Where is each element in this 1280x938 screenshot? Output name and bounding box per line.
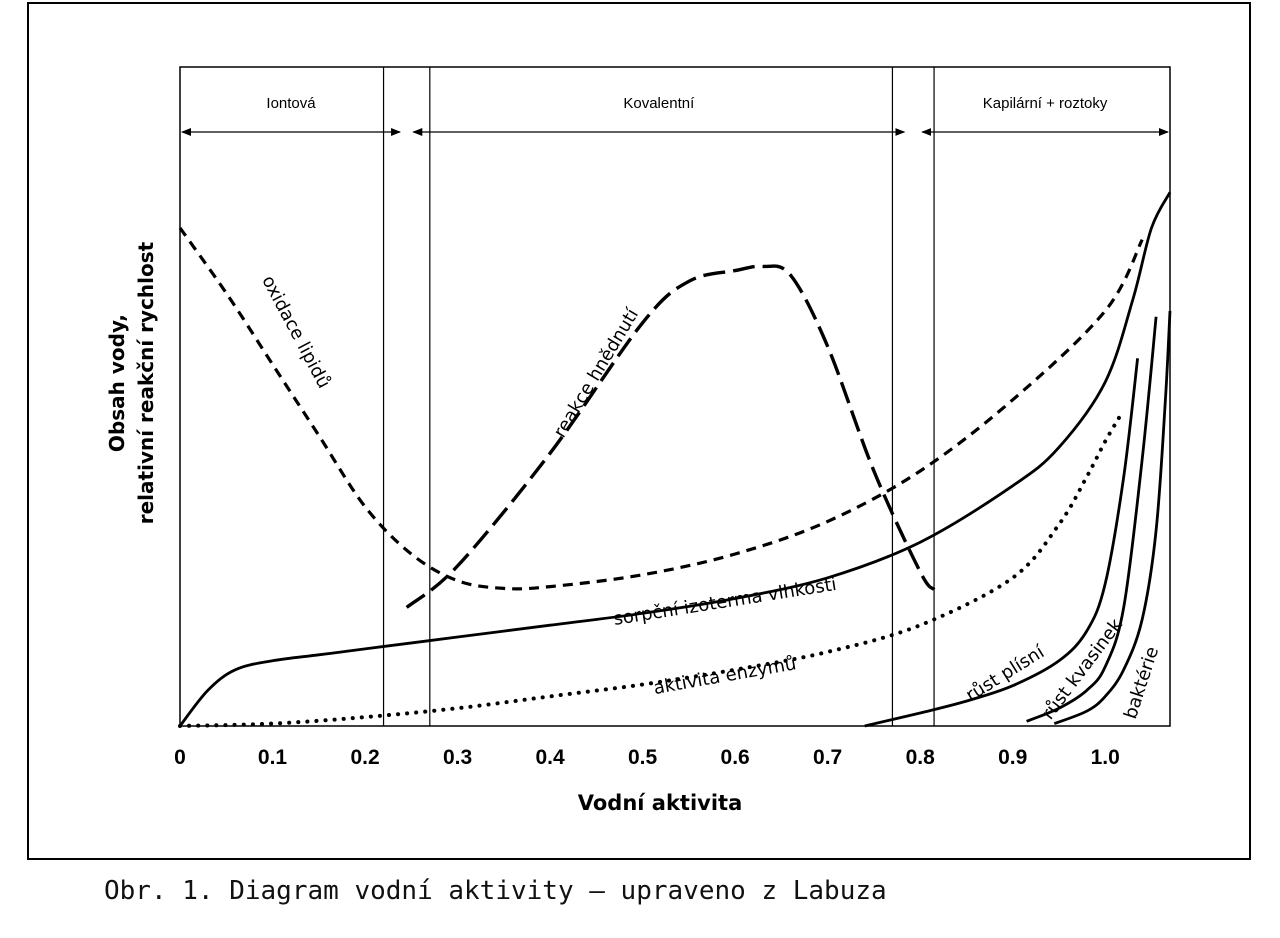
zone-label: Kovalentní bbox=[623, 95, 695, 112]
plot-area bbox=[179, 66, 1171, 727]
x-tick-label: 1.0 bbox=[1091, 746, 1120, 769]
y-axis-label: relativní reakční rychlost bbox=[134, 241, 158, 524]
x-tick-label: 0.9 bbox=[998, 746, 1027, 769]
x-tick-label: 0.2 bbox=[350, 746, 379, 769]
annotation-reakce-hnednuti: reakce hnědnutí bbox=[550, 304, 644, 441]
annotation-sorpcni-izoterma-vlhkosti: sorpční izoterma vlhkosti bbox=[612, 574, 838, 630]
x-axis-label: Vodní aktivita bbox=[578, 791, 743, 815]
y-axis-label: Obsah vody, bbox=[105, 314, 129, 452]
x-tick-label: 0.8 bbox=[906, 746, 936, 769]
zone-label: Kapilární + roztoky bbox=[983, 95, 1108, 112]
series-line-sorpcni-izoterma-vlhkosti bbox=[178, 191, 1172, 727]
x-tick-label: 0.6 bbox=[721, 746, 750, 769]
zone-label: Iontová bbox=[266, 95, 316, 112]
x-tick-label: 0.3 bbox=[443, 746, 472, 769]
x-tick-label: 0.5 bbox=[628, 746, 658, 769]
annotation-aktivita-enzymu: aktivita enzymů bbox=[652, 653, 798, 699]
x-tick-label: 0.7 bbox=[813, 746, 842, 769]
annotation-rust-kvasinek: růst kvasinek bbox=[1038, 614, 1128, 723]
x-tick-label: 0 bbox=[174, 746, 186, 769]
series-line-rust-plisni bbox=[864, 358, 1139, 728]
series-line-reakce-hnednuti bbox=[405, 264, 936, 609]
annotation-oxidace-lipidu: oxidace lipidů bbox=[257, 272, 334, 392]
figure-caption: Obr. 1. Diagram vodní aktivity – upraven… bbox=[104, 876, 887, 906]
x-tick-label: 0.1 bbox=[258, 746, 288, 769]
series-line-bakterie bbox=[1053, 310, 1172, 725]
series-line-aktivita-enzymu bbox=[178, 415, 1122, 728]
series-line-rust-kvasinek bbox=[1026, 316, 1158, 723]
figure-frame bbox=[27, 2, 1251, 860]
series-line-oxidace-lipidu bbox=[178, 226, 1144, 591]
annotation-bakterie: baktérie bbox=[1120, 644, 1163, 721]
x-tick-label: 0.4 bbox=[535, 746, 565, 769]
